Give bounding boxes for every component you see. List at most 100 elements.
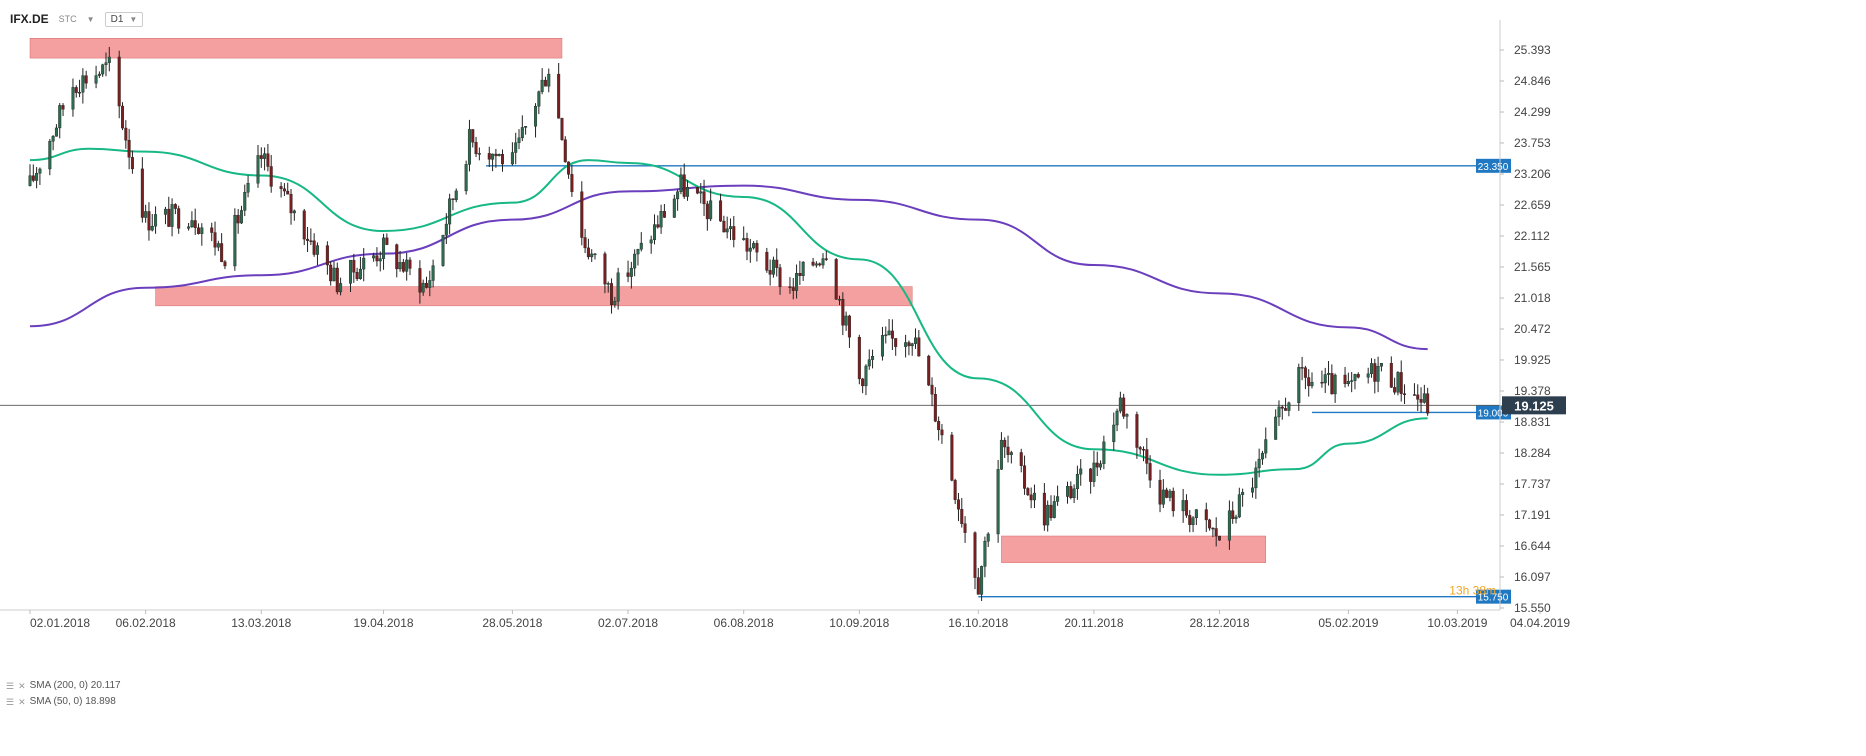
candle-body [269, 166, 273, 187]
candle-body [147, 211, 151, 231]
candle-body [405, 259, 409, 272]
y-tick-label: 16.097 [1514, 570, 1551, 584]
source-chevron-down-icon[interactable]: ▼ [86, 14, 95, 24]
candle-body [292, 210, 296, 214]
candle-body [861, 378, 865, 387]
candle-body [375, 255, 379, 262]
symbol-label[interactable]: IFX.DE [10, 12, 49, 26]
candle-body [382, 237, 386, 259]
candle-body [1026, 488, 1030, 496]
candle-body [1356, 374, 1360, 378]
candle-body [266, 153, 270, 167]
chart-toolbar: IFX.DE STC ▼ D1 ▼ [10, 9, 144, 29]
candle-body [1125, 414, 1129, 417]
remove-indicator-icon[interactable]: ✕ [18, 697, 26, 707]
candle-body [1264, 439, 1268, 454]
candle-body [306, 238, 310, 241]
candle-body [246, 183, 250, 193]
candle-body [154, 214, 158, 227]
candle-body [325, 245, 329, 266]
candle-body [633, 253, 637, 269]
candle-body [286, 190, 290, 195]
candle-body [606, 283, 610, 285]
candle-body [613, 300, 617, 305]
candle-body [1072, 488, 1076, 499]
source-label[interactable]: STC [58, 14, 77, 24]
candle-body [97, 73, 101, 76]
candle-body [1310, 382, 1314, 387]
candle-body [560, 117, 564, 140]
candle-body [163, 208, 167, 215]
x-tick-label: 06.08.2018 [714, 616, 774, 630]
candle-body [302, 210, 306, 240]
legend-sma-50[interactable]: ☰ ✕ SMA (50, 0) 18.898 [6, 694, 121, 710]
candle-body [1320, 382, 1324, 384]
candle-body [540, 79, 544, 92]
candle-body [520, 127, 524, 139]
candle-body [448, 198, 452, 225]
candle-body [1042, 492, 1046, 526]
candle-body [464, 164, 468, 192]
candle-body [580, 191, 584, 238]
candle-body [917, 337, 921, 357]
indicator-menu-icon[interactable]: ☰ [6, 697, 15, 707]
x-tick-label: 16.10.2018 [948, 616, 1008, 630]
candle-body [699, 191, 703, 194]
candle-body [187, 226, 191, 229]
candle-body [1069, 486, 1073, 499]
candle-body [1184, 500, 1188, 516]
candle-body [140, 168, 144, 218]
candle-body [339, 283, 343, 293]
candle-body [431, 265, 435, 281]
timeframe-select[interactable]: D1 ▼ [104, 11, 144, 27]
candle-body [256, 155, 260, 184]
candle-body [1373, 363, 1377, 382]
candle-body [1115, 410, 1119, 426]
candle-body [1369, 363, 1373, 375]
candle-body [289, 193, 293, 214]
candle-body [28, 175, 32, 186]
candle-body [1102, 441, 1106, 464]
price-zone [1001, 535, 1267, 563]
candle-body [953, 480, 957, 500]
y-tick-label: 23.206 [1514, 167, 1551, 181]
candle-body [372, 255, 376, 259]
candle-body [880, 335, 884, 357]
candle-body [890, 330, 894, 339]
remove-indicator-icon[interactable]: ✕ [18, 681, 26, 691]
chevron-down-icon: ▼ [129, 14, 138, 24]
y-tick-label: 19.925 [1514, 353, 1551, 367]
x-tick-label: 06.02.2018 [116, 616, 176, 630]
candle-body [190, 220, 194, 228]
candle-body [514, 142, 518, 153]
candle-body [216, 243, 220, 248]
candle-body [798, 273, 802, 276]
candle-body [444, 223, 448, 236]
legend-sma-200[interactable]: ☰ ✕ SMA (200, 0) 20.117 [6, 678, 121, 694]
candle-body [1214, 528, 1218, 537]
candle-body [1142, 448, 1146, 451]
candle-body [1122, 397, 1126, 417]
candle-body [454, 190, 458, 200]
y-tick-label: 19.378 [1514, 384, 1551, 398]
candle-body [616, 272, 620, 302]
candle-body [315, 245, 319, 255]
candle-body [765, 251, 769, 271]
candle-body [517, 137, 521, 143]
moving-averages [29, 147, 1428, 476]
candle-body [821, 258, 825, 266]
candle-body [418, 268, 422, 293]
candle-body [1003, 439, 1007, 448]
candle-body [1297, 367, 1301, 404]
candle-body [583, 237, 587, 249]
candle-body [1204, 509, 1208, 521]
candle-body [477, 153, 481, 155]
candle-body [999, 439, 1003, 470]
candle-body [927, 355, 931, 386]
candle-body [243, 192, 247, 211]
indicator-menu-icon[interactable]: ☰ [6, 681, 15, 691]
candle-body [593, 253, 597, 256]
candle-body [1188, 515, 1192, 525]
candle-body [795, 273, 799, 291]
